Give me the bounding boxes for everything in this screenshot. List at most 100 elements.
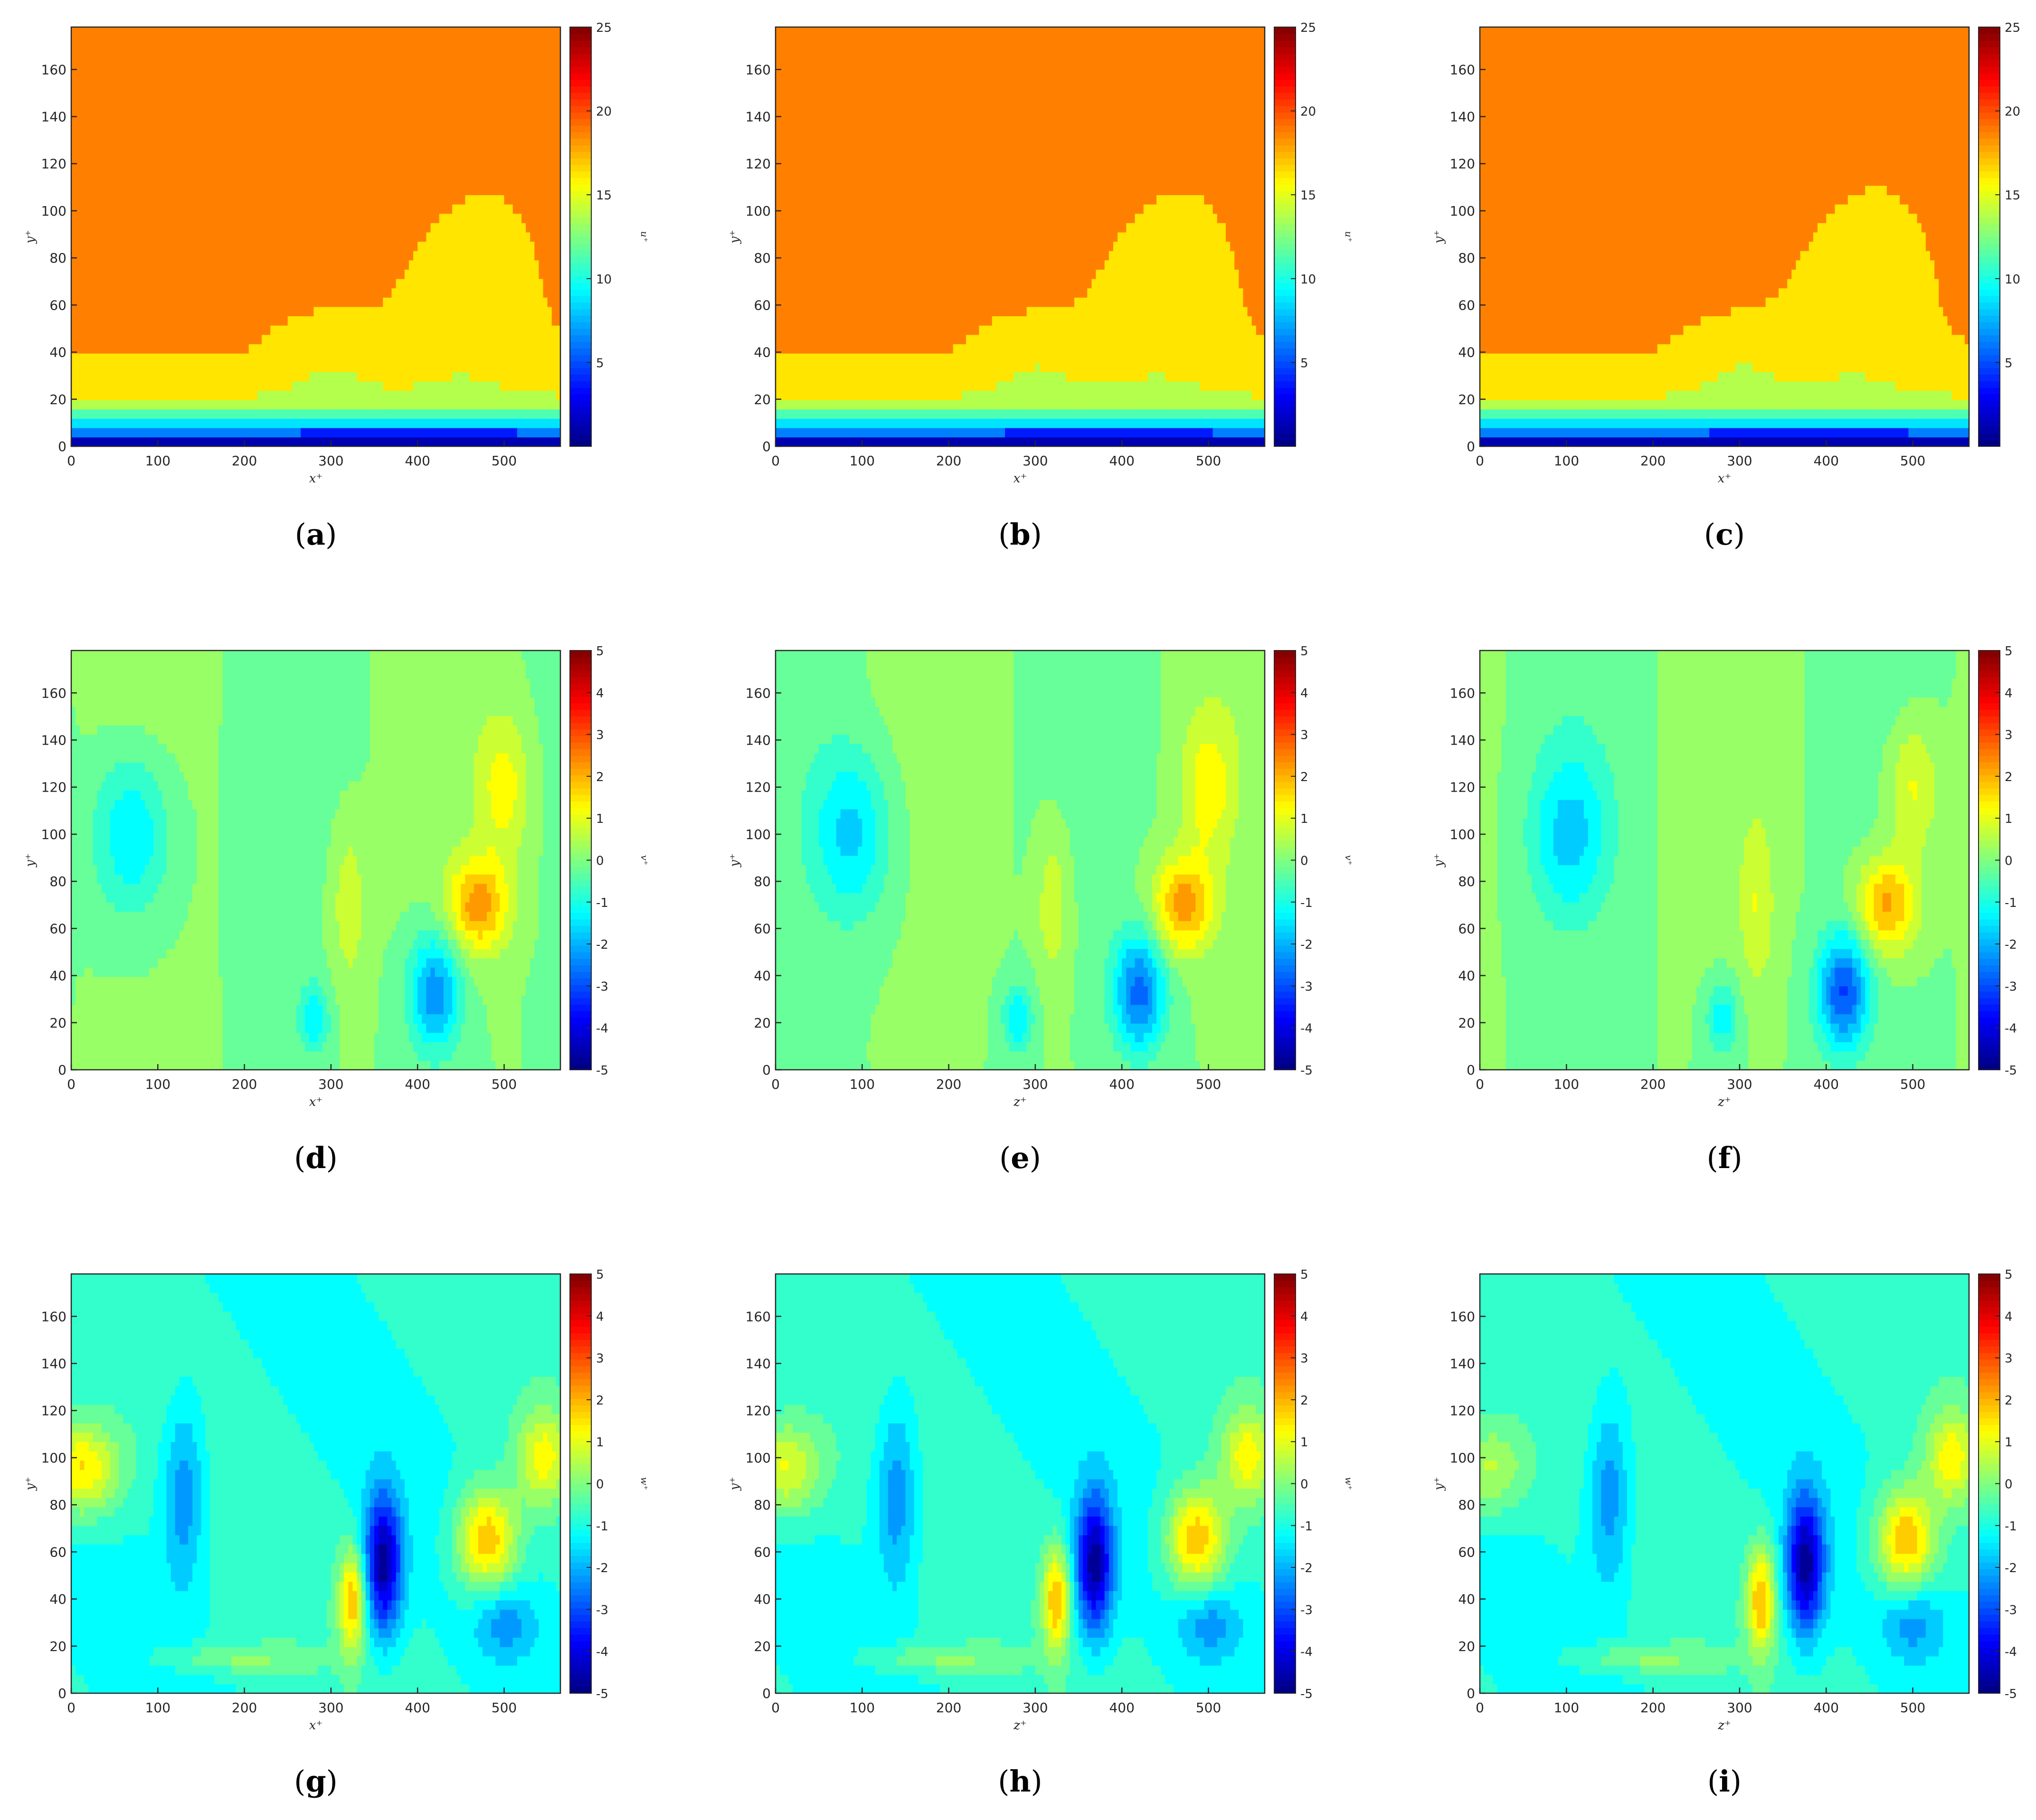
contour-cell [245,176,249,186]
contour-cell [249,279,254,288]
contour-cell [240,288,245,297]
contour-cell [136,418,141,428]
contour-cell [439,353,444,363]
contour-cell [417,409,422,419]
contour-cell [110,186,115,195]
contour-cell [465,372,470,381]
contour-cell [201,344,206,353]
contour-cell [495,381,500,391]
contour-cell [379,139,383,148]
contour-cell [201,316,206,325]
contour-cell [435,223,440,232]
contour-cell [335,139,340,148]
contour-cell [223,325,227,335]
contour-cell [253,288,258,297]
contour-cell [305,428,310,437]
contour-cell [279,120,284,130]
contour-cell [426,223,431,232]
contour-cell [370,418,375,428]
contour-cell [322,353,327,363]
contour-cell [141,195,145,204]
contour-cell [539,353,543,363]
contour-cell [284,297,288,307]
contour-cell [253,316,258,325]
contour-cell [396,390,401,400]
contour-cell [180,148,184,158]
contour-cell [236,251,240,260]
contour-cell [236,204,240,214]
contour-cell [93,279,98,288]
contour-cell [448,307,453,316]
contour-cell [318,167,323,176]
contour-cell [422,176,426,186]
contour-cell [348,186,353,195]
contour-cell [257,316,262,325]
contour-cell [526,409,530,419]
contour-cell [123,353,128,363]
contour-cell [227,260,232,270]
contour-cell [409,400,414,409]
contour-cell [158,167,162,176]
contour-cell [352,204,357,214]
contour-cell [348,176,353,186]
contour-cell [102,372,106,381]
contour-cell [513,362,518,372]
contour-cell [322,307,327,316]
contour-cell [97,260,102,270]
contour-cell [84,148,89,158]
contour-cell [534,251,539,260]
contour-cell [331,307,336,316]
contour-cell [335,195,340,204]
contour-cell [470,111,474,121]
contour-cell [171,353,176,363]
contour-cell [357,269,362,279]
contour-cell [132,251,137,260]
contour-cell [379,186,383,195]
contour-cell [318,316,323,325]
contour-cell [435,344,440,353]
contour-cell [452,316,457,325]
contour-cell [153,279,158,288]
contour-cell [188,167,193,176]
contour-cell [517,223,522,232]
contour-cell [552,176,557,186]
contour-cell [257,344,262,353]
contour-cell [405,353,409,363]
contour-cell [435,316,440,325]
contour-cell [197,418,201,428]
contour-cell [97,288,102,297]
contour-cell [470,390,474,400]
contour-cell [552,130,557,139]
contour-cell [197,390,201,400]
contour-cell [543,241,548,251]
contour-cell [405,418,409,428]
contour-cell [348,130,353,139]
contour-cell [210,232,215,242]
contour-cell [88,353,93,363]
contour-cell [266,437,271,446]
contour-cell [301,158,305,167]
contour-cell [227,167,232,176]
contour-cell [292,344,297,353]
contour-cell [245,344,249,353]
contour-cell [227,297,232,307]
contour-cell [392,195,397,204]
contour-cell [114,307,119,316]
contour-cell [262,204,266,214]
contour-cell [162,279,167,288]
contour-cell [240,353,245,363]
contour-cell [240,269,245,279]
contour-cell [206,111,210,121]
contour-cell [552,260,557,270]
contour-cell [344,223,349,232]
contour-cell [301,335,305,344]
contour-cell [253,120,258,130]
contour-cell [132,372,137,381]
contour-cell [548,437,552,446]
contour-cell [253,400,258,409]
contour-cell [405,362,409,372]
contour-cell [188,297,193,307]
contour-cell [184,428,189,437]
contour-cell [80,176,85,186]
contour-cell [483,167,487,176]
